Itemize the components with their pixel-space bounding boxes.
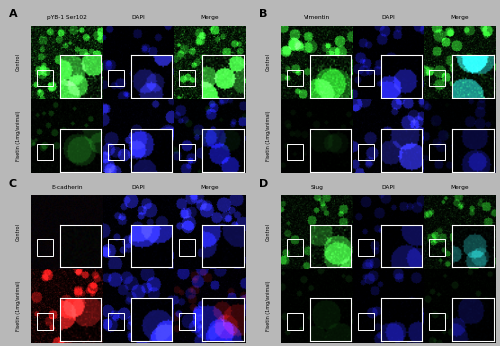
Bar <box>179 70 195 86</box>
Bar <box>429 144 445 160</box>
Bar <box>36 313 53 330</box>
Bar <box>358 239 374 256</box>
Text: Fisetin (1mg/animal): Fisetin (1mg/animal) <box>266 111 270 161</box>
Bar <box>358 70 374 86</box>
Text: C: C <box>9 179 17 189</box>
Text: Fisetin (1mg/animal): Fisetin (1mg/animal) <box>16 111 20 161</box>
Text: Slug: Slug <box>310 185 324 190</box>
Text: DAPI: DAPI <box>382 185 395 190</box>
Text: Fisetin (1mg/animal): Fisetin (1mg/animal) <box>16 280 20 331</box>
Text: Control: Control <box>266 53 270 71</box>
Text: DAPI: DAPI <box>382 15 395 20</box>
Bar <box>36 144 53 160</box>
Text: DAPI: DAPI <box>132 15 145 20</box>
Bar <box>179 239 195 256</box>
Text: Vimentin: Vimentin <box>304 15 330 20</box>
Text: E-cadherin: E-cadherin <box>52 185 83 190</box>
Bar <box>36 70 53 86</box>
Bar <box>429 239 445 256</box>
Bar <box>179 144 195 160</box>
Text: Control: Control <box>16 53 20 71</box>
Bar <box>358 144 374 160</box>
Bar <box>429 70 445 86</box>
Bar <box>179 313 195 330</box>
Text: Control: Control <box>16 223 20 241</box>
Bar <box>286 313 303 330</box>
Bar <box>358 313 374 330</box>
Bar <box>286 239 303 256</box>
Text: pYB-1 Ser102: pYB-1 Ser102 <box>47 15 87 20</box>
Bar <box>108 313 124 330</box>
Bar <box>108 239 124 256</box>
Text: Control: Control <box>266 223 270 241</box>
Text: Fisetin (1mg/animal): Fisetin (1mg/animal) <box>266 280 270 331</box>
Text: B: B <box>259 9 268 19</box>
Bar <box>108 70 124 86</box>
Text: Merge: Merge <box>200 185 218 190</box>
Text: DAPI: DAPI <box>132 185 145 190</box>
Bar <box>429 313 445 330</box>
Bar <box>36 239 53 256</box>
Bar <box>286 144 303 160</box>
Bar <box>286 70 303 86</box>
Text: D: D <box>259 179 268 189</box>
Bar <box>108 144 124 160</box>
Text: A: A <box>9 9 18 19</box>
Text: Merge: Merge <box>450 15 468 20</box>
Text: Merge: Merge <box>450 185 468 190</box>
Text: Merge: Merge <box>200 15 218 20</box>
